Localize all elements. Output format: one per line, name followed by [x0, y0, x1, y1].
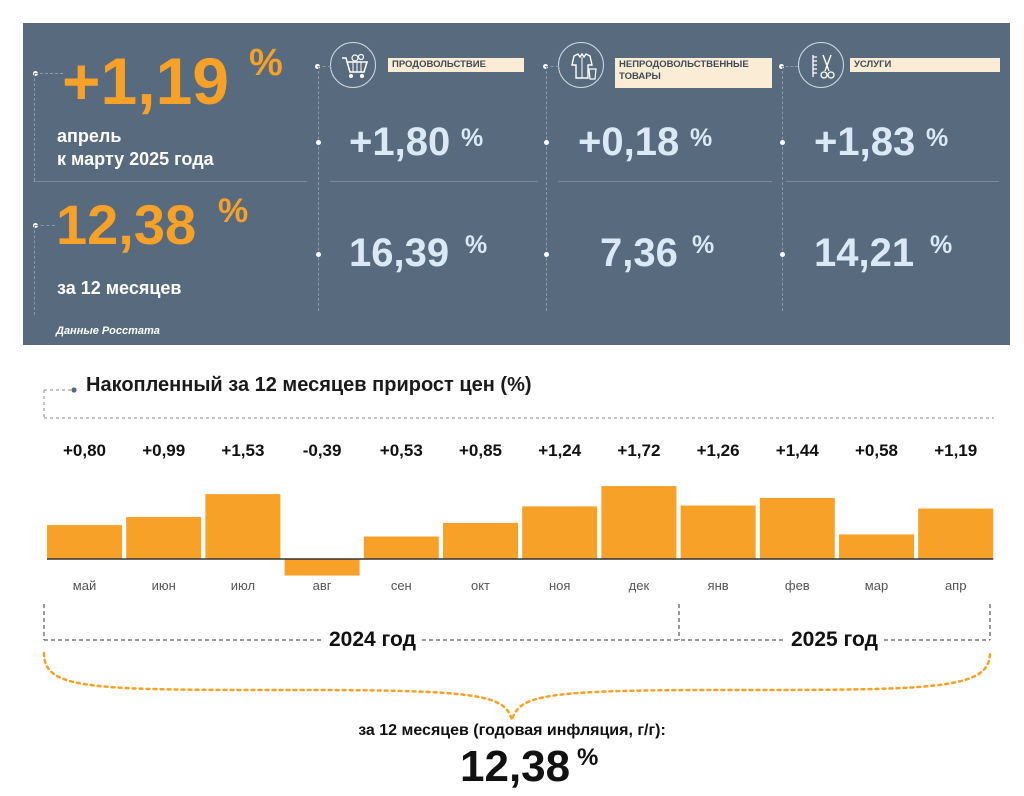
month-label-сен: сен	[391, 578, 412, 593]
data-label-сен: +0,53	[380, 441, 423, 460]
divider	[330, 181, 538, 182]
bar-апр	[918, 508, 994, 559]
data-label-июл: +1,53	[221, 441, 264, 460]
services-annual-percent-sign: %	[930, 231, 953, 259]
month-label-апр: апр	[945, 578, 967, 593]
food-monthly-value: +1,80	[349, 120, 451, 164]
connector-line	[317, 66, 331, 67]
data-label-май: +0,80	[63, 441, 106, 460]
clothing-icon	[558, 42, 604, 88]
scissors-comb-icon	[798, 42, 844, 88]
category-label-food: ПРОДОВОЛЬСТВИЕ	[388, 58, 524, 72]
annual-inflation-value: 12,38	[56, 193, 197, 256]
month-label-мар: мар	[865, 578, 888, 593]
nonfood-monthly-value: +0,18	[578, 120, 680, 164]
data-label-мар: +0,58	[855, 441, 898, 460]
bar-июн	[126, 517, 202, 559]
category-label-nonfood: НЕПРОДОВОЛЬСТВЕННЫЕ ТОВАРЫ	[615, 58, 772, 88]
data-label-янв: +1,26	[697, 441, 740, 460]
bar-окт	[443, 522, 518, 559]
connector-line	[546, 66, 547, 311]
food-monthly-percent-sign: %	[461, 124, 484, 152]
month-label-июл: июл	[231, 578, 255, 593]
month-label-ноя: ноя	[549, 578, 570, 593]
bar-янв	[680, 505, 756, 559]
bar-ноя	[522, 506, 598, 559]
nonfood-annual-value: 7,36	[600, 231, 678, 275]
services-annual-value: 14,21	[814, 231, 915, 275]
bar-фев	[759, 497, 835, 559]
bar-июл	[205, 494, 281, 559]
services-monthly-value: +1,83	[814, 120, 916, 164]
bar-май	[47, 525, 122, 559]
bullet-dot	[780, 140, 785, 145]
monthly-caption-line1: апрель	[57, 126, 122, 146]
food-annual-percent-sign: %	[465, 231, 488, 259]
shopping-cart-icon	[330, 42, 376, 88]
connector-line	[318, 66, 319, 311]
connector-line	[35, 225, 55, 226]
month-label-дек: дек	[629, 578, 650, 593]
services-monthly-percent-sign: %	[926, 124, 949, 152]
annual-inflation-percent-sign: %	[218, 192, 249, 230]
divider	[558, 181, 772, 182]
nonfood-annual-percent-sign: %	[692, 231, 715, 259]
annual-summary-caption: за 12 месяцев (годовая инфляция, г/г):	[358, 722, 666, 739]
month-label-окт: окт	[471, 578, 490, 593]
bar-мар	[839, 534, 914, 559]
annual-caption: за 12 месяцев	[57, 278, 182, 298]
monthly-inflation-percent-sign: %	[249, 42, 283, 84]
annual-summary-value: 12,38	[460, 742, 571, 791]
connector-line	[782, 66, 783, 311]
month-label-авг: авг	[313, 578, 332, 593]
source-credit: Данные Росстата	[56, 325, 160, 337]
annual-summary-percent-sign: %	[577, 744, 599, 771]
month-label-фев: фев	[785, 578, 810, 593]
divider	[33, 181, 307, 182]
bullet-dot	[316, 252, 321, 257]
data-label-июн: +0,99	[142, 441, 185, 460]
data-label-ноя: +1,24	[538, 441, 582, 460]
data-label-окт: +0,85	[459, 441, 502, 460]
year-label-2024: 2024 год	[323, 627, 422, 653]
monthly-caption-line2: к марту 2025 года	[57, 149, 214, 169]
year-axis	[43, 604, 991, 641]
bullet-dot	[544, 140, 549, 145]
connector-line	[545, 66, 559, 67]
year-label-2025: 2025 год	[785, 627, 884, 653]
month-label-янв: янв	[708, 578, 729, 593]
connector-line	[35, 73, 63, 74]
month-label-июн: июн	[152, 578, 176, 593]
bar-chart: +0,80 май +0,99 июн +1,53 июл -0,39 авг +0,53 сен…	[47, 441, 994, 593]
data-label-фев: +1,44	[776, 441, 820, 460]
data-label-апр: +1,19	[934, 441, 977, 460]
data-label-авг: -0,39	[303, 441, 342, 460]
bar-авг	[284, 559, 360, 576]
title-connector	[43, 387, 77, 418]
data-label-дек: +1,72	[617, 441, 660, 460]
food-annual-value: 16,39	[349, 231, 450, 275]
summary-panel	[23, 23, 1010, 345]
connector-line	[34, 73, 35, 181]
bullet-dot	[544, 252, 549, 257]
title-underline	[44, 417, 994, 419]
chart-title: Накопленный за 12 месяцев прирост цен (%…	[86, 374, 532, 396]
nonfood-monthly-percent-sign: %	[690, 124, 713, 152]
bullet-dot	[316, 140, 321, 145]
monthly-inflation-value: +1,19	[62, 44, 229, 118]
bar-дек	[601, 486, 677, 559]
divider	[786, 181, 999, 182]
bar-сен	[363, 536, 439, 559]
category-label-services: УСЛУГИ	[850, 58, 1000, 72]
connector-line	[781, 66, 798, 67]
annual-brace	[42, 651, 992, 725]
bullet-dot	[780, 252, 785, 257]
month-label-май: май	[73, 578, 96, 593]
connector-line	[34, 225, 35, 315]
